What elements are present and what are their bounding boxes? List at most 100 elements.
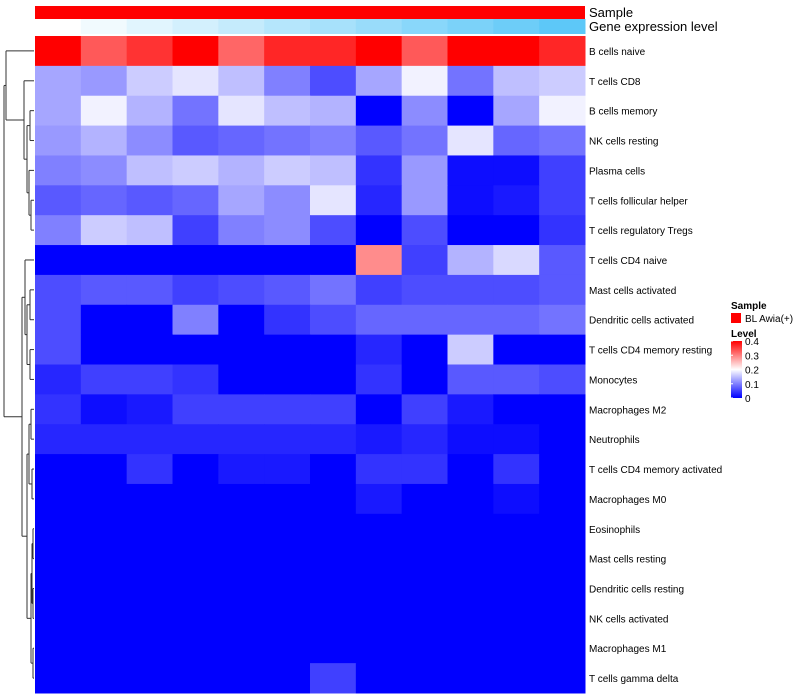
heatmap-cell — [80, 274, 128, 306]
heatmap-cell — [35, 633, 82, 664]
row-label: Macrophages M0 — [589, 495, 667, 506]
heatmap-cell — [493, 573, 540, 604]
heatmap-cell — [172, 663, 219, 694]
heatmap-cell — [35, 513, 82, 545]
row-label: T cells CD4 memory resting — [589, 346, 712, 357]
gene-expression-cell — [264, 19, 311, 34]
heatmap-cell — [539, 603, 586, 634]
heatmap-cell — [401, 483, 448, 515]
heatmap-cell — [218, 424, 265, 455]
heatmap-cell — [264, 663, 311, 694]
heatmap-cell — [126, 633, 173, 664]
gene-expression-cell — [310, 19, 357, 34]
heatmap-cell — [493, 394, 540, 425]
heatmap-cell — [447, 633, 494, 664]
heatmap-cell — [447, 65, 494, 97]
heatmap-cell — [264, 125, 311, 156]
heatmap-cell — [80, 125, 128, 156]
heatmap-cell — [447, 36, 494, 67]
heatmap-cell — [447, 125, 494, 156]
heatmap-cell — [35, 215, 82, 246]
heatmap-cell — [80, 304, 128, 336]
heatmap-cell — [218, 304, 265, 336]
gene-expression-cell — [401, 19, 448, 34]
heatmap-cell — [539, 483, 586, 515]
heatmap-cell — [80, 603, 128, 634]
heatmap-cell — [218, 185, 265, 216]
heatmap-cell — [172, 513, 219, 545]
heatmap-cell — [447, 304, 494, 336]
heatmap-cell — [355, 304, 403, 336]
heatmap-cell — [172, 543, 219, 575]
heatmap-cell — [35, 394, 82, 425]
heatmap-cell — [264, 603, 311, 634]
heatmap-cell — [126, 603, 173, 634]
heatmap-cell — [447, 543, 494, 575]
heatmap-cell — [126, 95, 173, 127]
row-label: T cells CD4 naive — [589, 256, 668, 267]
row-label: T cells CD8 — [589, 77, 641, 88]
heatmap-cell — [493, 274, 540, 306]
heatmap-cell — [35, 155, 82, 186]
heatmap-cell — [539, 185, 586, 216]
heatmap-cell — [126, 394, 173, 425]
legend-sample-title: Sample — [731, 301, 767, 312]
heatmap-cell — [310, 663, 357, 694]
heatmap-cell — [310, 215, 357, 246]
heatmap-cell — [264, 543, 311, 575]
heatmap-cell — [126, 185, 173, 216]
heatmap-cell — [172, 185, 219, 216]
heatmap-cell — [355, 454, 403, 485]
heatmap-cell — [80, 364, 128, 395]
row-label: Macrophages M1 — [589, 644, 667, 655]
heatmap-cell — [218, 334, 265, 365]
gene-expression-cell — [493, 19, 540, 34]
heatmap-cell — [35, 334, 82, 365]
heatmap-cell — [401, 65, 448, 97]
heatmap-cell — [218, 483, 265, 515]
heatmap-cell — [35, 125, 82, 156]
heatmap-cell — [539, 125, 586, 156]
heatmap-cell — [218, 364, 265, 395]
heatmap-cell — [539, 424, 586, 455]
heatmap-cell — [401, 125, 448, 156]
heatmap-cell — [264, 364, 311, 395]
heatmap-cell — [264, 394, 311, 425]
heatmap-cell — [493, 95, 540, 127]
heatmap-cell — [126, 364, 173, 395]
row-label: Dendritic cells activated — [589, 316, 694, 327]
heatmap-cell — [172, 95, 219, 127]
heatmap-cell — [355, 125, 403, 156]
heatmap-cell — [539, 364, 586, 395]
heatmap-cell — [264, 36, 311, 67]
heatmap-cell — [80, 185, 128, 216]
heatmap-cell — [218, 394, 265, 425]
heatmap-cell — [539, 245, 586, 276]
heatmap-cell — [218, 245, 265, 276]
heatmap-cell — [126, 125, 173, 156]
heatmap-cell — [493, 65, 540, 97]
heatmap-cell — [310, 394, 357, 425]
heatmap-cell — [126, 543, 173, 575]
heatmap-cell — [35, 274, 82, 306]
heatmap-cell — [80, 483, 128, 515]
heatmap-cell — [35, 543, 82, 575]
heatmap-cell — [539, 36, 586, 67]
legend-tick-label: 0.1 — [745, 380, 759, 391]
heatmap-cell — [310, 155, 357, 186]
heatmap-cell — [218, 573, 265, 604]
heatmap-cell — [310, 513, 357, 545]
heatmap-cell — [264, 334, 311, 365]
heatmap-cell — [310, 454, 357, 485]
heatmap-cell — [80, 424, 128, 455]
heatmap-cell — [126, 454, 173, 485]
heatmap-cell — [310, 36, 357, 67]
heatmap-cell — [218, 215, 265, 246]
heatmap-cell — [447, 185, 494, 216]
heatmap-cell — [80, 215, 128, 246]
heatmap-cell — [447, 95, 494, 127]
heatmap-cell — [539, 95, 586, 127]
heatmap-cell — [35, 95, 82, 127]
heatmap-cell — [401, 573, 448, 604]
heatmap-cell — [35, 36, 82, 67]
